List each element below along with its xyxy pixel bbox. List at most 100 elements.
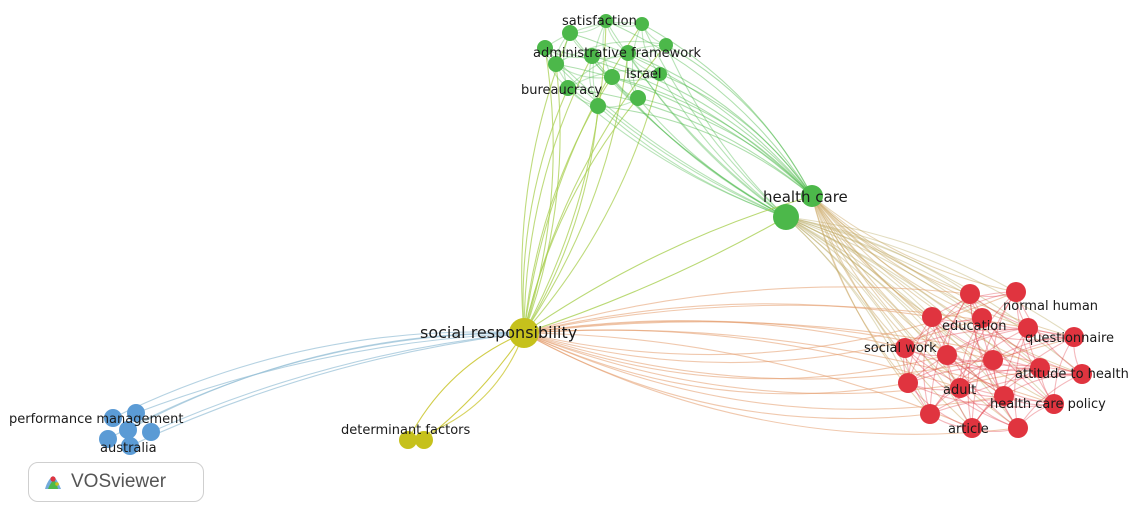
node-red-r17[interactable]	[962, 418, 982, 438]
edge-red-red	[969, 293, 1075, 338]
edge-red-red	[923, 316, 933, 415]
label-social-work[interactable]: social work	[864, 341, 937, 356]
node-red-r9[interactable]	[983, 350, 1003, 370]
node-green-g4[interactable]	[537, 40, 553, 56]
edge-hc-red	[811, 195, 933, 318]
node-green-g3[interactable]	[635, 17, 649, 31]
node-green-g12[interactable]	[590, 98, 606, 114]
edge-red-red	[981, 317, 1055, 405]
node-red-r18[interactable]	[1008, 418, 1028, 438]
label-normal-human[interactable]: normal human	[1003, 299, 1098, 314]
label-israel[interactable]: Israel	[626, 67, 662, 82]
edge-sr-green	[523, 63, 561, 334]
node-green-g6[interactable]	[620, 45, 636, 61]
node-blue-b4[interactable]	[142, 423, 160, 441]
label-questionnaire[interactable]: questionnaire	[1025, 331, 1114, 346]
edge-hc-red	[785, 216, 1055, 405]
vosviewer-logo: VOSviewer	[28, 462, 204, 502]
node-red-r7[interactable]	[895, 338, 915, 358]
edge-red-red	[904, 328, 1075, 349]
node-red-r16[interactable]	[920, 404, 940, 424]
node-yellow-sr[interactable]	[509, 318, 539, 348]
node-red-r2[interactable]	[1006, 282, 1026, 302]
edge-hc-green	[627, 52, 787, 218]
node-green-hc1[interactable]	[801, 185, 823, 207]
edge-red-red	[1014, 327, 1029, 429]
node-blue-b3[interactable]	[119, 421, 137, 439]
node-green-g10[interactable]	[653, 67, 667, 81]
node-green-g1[interactable]	[562, 25, 578, 41]
node-green-g2[interactable]	[599, 14, 613, 28]
label-satisfaction[interactable]: satisfaction	[562, 14, 637, 29]
label-education[interactable]: education	[942, 319, 1007, 334]
edge-red-red	[907, 382, 1055, 408]
edge-red-red	[904, 291, 1017, 349]
node-green-hc2[interactable]	[773, 204, 799, 230]
edge-sr-green	[522, 87, 569, 334]
node-green-g7[interactable]	[659, 38, 673, 52]
edge-red-red	[907, 293, 971, 384]
label-performance-management[interactable]: performance management	[9, 412, 183, 427]
node-blue-b5[interactable]	[99, 430, 117, 448]
edge-hc-green	[665, 44, 813, 197]
label-health-care-policy[interactable]: health care policy	[990, 397, 1106, 412]
edge-hc-green	[544, 47, 787, 218]
node-red-r6[interactable]	[1064, 327, 1084, 347]
edge-sr-red	[523, 286, 971, 334]
node-green-g11[interactable]	[560, 80, 576, 96]
edge-hc-red	[811, 195, 906, 349]
edge-red-red	[959, 336, 1075, 389]
edge-red-red	[1015, 291, 1055, 405]
node-red-r13[interactable]	[950, 378, 970, 398]
node-blue-b6[interactable]	[121, 437, 139, 455]
node-red-r15[interactable]	[1044, 394, 1064, 414]
node-red-r5[interactable]	[1018, 318, 1038, 338]
edge-red-red	[929, 373, 1083, 415]
edge-hc-red	[785, 216, 933, 318]
edge-hc-green	[567, 87, 813, 197]
edge-hc-red	[811, 195, 983, 319]
edge-hc-red	[811, 195, 1017, 293]
node-yellow-df2[interactable]	[415, 431, 433, 449]
node-red-r1[interactable]	[960, 284, 980, 304]
edge-sr-hc	[523, 216, 787, 334]
node-green-g13[interactable]	[630, 90, 646, 106]
node-red-r3[interactable]	[922, 307, 942, 327]
edge-hc-red	[811, 195, 971, 295]
edge-sr-blue	[127, 332, 525, 431]
label-administrative-framework[interactable]: administrative framework	[533, 46, 702, 61]
node-green-g5[interactable]	[584, 48, 600, 64]
edge-sr-blue	[112, 331, 525, 419]
edge-red-red	[969, 293, 1019, 429]
label-australia[interactable]: australia	[100, 441, 157, 456]
node-red-r4[interactable]	[972, 308, 992, 328]
edge-hc-green	[665, 44, 787, 218]
node-red-r11[interactable]	[1072, 364, 1092, 384]
label-determinant-factors[interactable]: determinant factors	[341, 423, 470, 438]
node-green-g8[interactable]	[548, 56, 564, 72]
label-attitude-to-health[interactable]: attitude to health	[1015, 367, 1129, 382]
edge-sr-red	[523, 332, 948, 380]
vosviewer-logo-text: VOSviewer	[71, 471, 167, 492]
node-red-r8[interactable]	[937, 345, 957, 365]
edge-sr-blue	[150, 332, 525, 433]
node-green-g9[interactable]	[604, 69, 620, 85]
node-red-r12[interactable]	[898, 373, 918, 393]
edge-hc-green	[637, 97, 787, 218]
label-health-care[interactable]: health care	[763, 188, 848, 206]
node-red-r10[interactable]	[1030, 358, 1050, 378]
edge-red-red	[981, 317, 1083, 375]
label-adult[interactable]: adult	[943, 383, 976, 398]
node-blue-b2[interactable]	[127, 404, 145, 422]
node-blue-b1[interactable]	[104, 409, 122, 427]
label-article[interactable]: article	[948, 422, 989, 437]
edge-hc-green	[555, 63, 813, 197]
node-red-r14[interactable]	[994, 386, 1014, 406]
label-social-responsibility[interactable]: social responsibility	[420, 323, 577, 342]
node-yellow-df1[interactable]	[399, 431, 417, 449]
label-bureaucracy[interactable]: bureaucracy	[521, 83, 602, 98]
edge-sr-green	[523, 55, 593, 334]
edge-hc-green	[641, 23, 787, 218]
edge-hc-red	[811, 195, 973, 429]
edge-sr-red	[523, 317, 983, 364]
